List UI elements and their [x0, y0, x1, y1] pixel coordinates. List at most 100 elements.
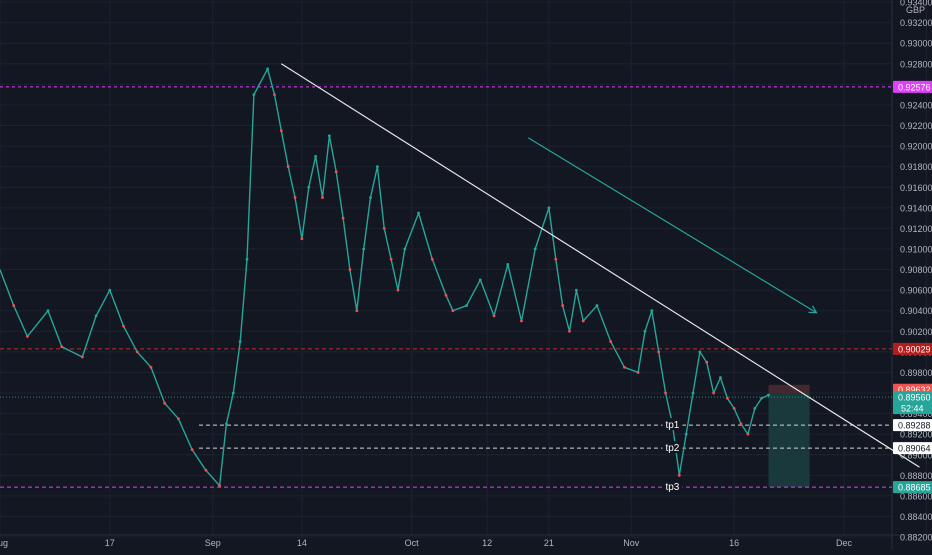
- price-point: [389, 257, 393, 261]
- price-point: [430, 257, 434, 261]
- price-tick-label: 0.92400: [900, 100, 932, 110]
- price-line-badge: 0.88685: [898, 483, 931, 493]
- price-point: [492, 314, 496, 318]
- time-tick-label: 17: [105, 538, 115, 548]
- price-tick-label: 0.89800: [900, 368, 932, 378]
- price-tick-label: 0.93200: [900, 18, 932, 28]
- price-tick-label: 0.90400: [900, 306, 932, 316]
- price-point: [574, 288, 578, 292]
- price-tick-label: 0.88200: [900, 533, 932, 543]
- price-point: [279, 129, 283, 133]
- price-point: [568, 329, 571, 333]
- time-tick-label: Oct: [405, 538, 420, 548]
- position-target-zone[interactable]: [768, 393, 810, 488]
- price-tick-label: 0.89200: [900, 430, 932, 440]
- price-point: [760, 396, 764, 400]
- price-point: [60, 345, 64, 349]
- drawings[interactable]: [281, 63, 920, 468]
- trendline[interactable]: [281, 63, 920, 468]
- position-stop-zone[interactable]: [768, 384, 810, 394]
- currency-label: GBP: [906, 5, 925, 15]
- time-tick-label: 16: [729, 538, 739, 548]
- price-point: [664, 391, 667, 395]
- price-point: [705, 360, 709, 364]
- price-tick-label: 0.91600: [900, 183, 932, 193]
- time-tick-label: 21: [544, 538, 554, 548]
- price-point: [355, 309, 359, 313]
- price-point: [218, 484, 221, 488]
- tp-label: tp3: [665, 482, 679, 493]
- price-tick-label: 0.93000: [900, 39, 932, 49]
- price-point: [712, 391, 715, 395]
- price-point: [375, 165, 379, 169]
- tp-label-bg: [662, 480, 683, 493]
- price-point: [581, 319, 585, 323]
- price-point: [341, 216, 345, 220]
- price-point: [520, 319, 523, 323]
- price-line-badge: 0.89288: [898, 421, 931, 431]
- trend-arrow[interactable]: [528, 137, 817, 314]
- price-point: [252, 93, 256, 97]
- time-tick-label: Nov: [623, 538, 640, 548]
- price-point: [80, 355, 84, 359]
- price-tick-label: 0.88800: [900, 471, 932, 481]
- tp-labels: tp1 tp2 tp3: [662, 418, 683, 493]
- price-tick-label: 0.91000: [900, 244, 932, 254]
- price-point: [396, 288, 400, 292]
- price-point: [609, 340, 613, 343]
- price-tick-label: 0.91400: [900, 203, 932, 213]
- price-point: [547, 206, 551, 210]
- tp-label: tp1: [665, 420, 679, 431]
- price-line-badge-bg: [893, 419, 932, 432]
- price-point: [753, 407, 757, 410]
- short-position-tool[interactable]: [768, 384, 810, 488]
- price-tick-label: 0.89000: [900, 450, 932, 460]
- price-line-badge-bg: [893, 481, 932, 494]
- price-point: [698, 350, 702, 354]
- price-point: [444, 293, 448, 297]
- bar-countdown: 52:44: [901, 404, 924, 414]
- price-point: [135, 350, 139, 354]
- price-series: [0, 67, 770, 488]
- price-point: [623, 365, 626, 369]
- price-line-badge: 0.92576: [898, 82, 931, 92]
- time-scale[interactable]: Aug 17 Sep 14 Oct 12 21 Nov 16 Dec: [0, 538, 852, 548]
- time-tick-label: 12: [482, 538, 492, 548]
- price-point: [719, 376, 722, 379]
- current-price-badge: 0.89560: [898, 393, 931, 403]
- price-point: [225, 422, 228, 426]
- price-line-badge-bg: [893, 80, 932, 93]
- price-point: [273, 93, 276, 97]
- price-point: [636, 371, 640, 374]
- price-tick-label: 0.88400: [900, 512, 932, 522]
- price-point: [451, 309, 455, 313]
- price-tick-label: 0.88600: [900, 491, 932, 501]
- price-point: [26, 335, 29, 338]
- price-point: [321, 196, 324, 199]
- price-point: [307, 185, 311, 189]
- price-line-badge: 0.90029: [898, 344, 931, 354]
- price-scale[interactable]: 0.934000.932000.930000.928000.926000.924…: [900, 0, 932, 543]
- horizontal-lines[interactable]: [0, 86, 892, 488]
- price-tick-label: 0.91200: [900, 224, 932, 234]
- price-point: [314, 154, 318, 158]
- price-point: [46, 309, 50, 313]
- price-point: [382, 227, 386, 230]
- price-point: [300, 237, 304, 241]
- price-point: [238, 340, 242, 343]
- price-point: [725, 396, 729, 400]
- price-point: [533, 247, 537, 251]
- price-point: [561, 304, 565, 307]
- current-price-badge-bg: [893, 391, 932, 415]
- price-tick-label: 0.92200: [900, 121, 932, 131]
- price-point: [108, 288, 112, 292]
- price-point: [334, 170, 338, 174]
- price-point: [286, 165, 290, 169]
- price-point: [465, 304, 468, 307]
- price-point: [163, 401, 167, 405]
- price-point: [657, 350, 661, 354]
- tp-label: tp2: [665, 443, 679, 454]
- stop-badge: 0.89632: [898, 385, 931, 395]
